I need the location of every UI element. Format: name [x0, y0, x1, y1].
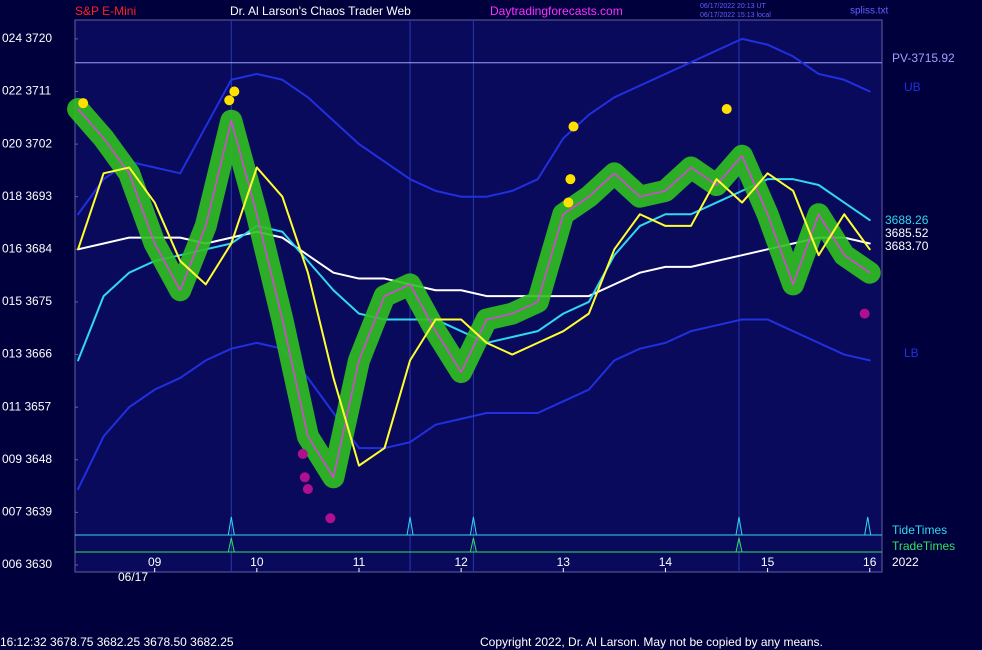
high-dot [565, 174, 576, 185]
last-value-label: 3685.52 [885, 226, 929, 240]
y-tick-label: 022 3711 [2, 84, 51, 98]
series-line [77, 37, 871, 216]
ut-time: 06/17/2022 20:13 UT [700, 3, 766, 10]
series-line [77, 318, 871, 491]
high-dot [563, 197, 574, 208]
tide-spike [864, 516, 872, 536]
ub-label: UB [904, 80, 921, 94]
x-tick-label: 14 [659, 555, 673, 569]
symbol: S&P E-Mini [75, 4, 136, 18]
x-tick-label: 11 [353, 555, 366, 569]
y-tick-label: 024 3720 [2, 31, 52, 45]
quote: 16:12:32 3678.75 3682.25 3678.50 3682.25 [0, 635, 234, 649]
high-dot [78, 98, 89, 109]
x-tick-label: 15 [761, 555, 775, 569]
high-dot [224, 95, 235, 106]
x-tick-label: 12 [454, 555, 468, 569]
y-tick-label: 018 3693 [2, 189, 52, 203]
local-time: 06/17/2022 15:13 local [700, 12, 771, 19]
y-tick-label: 020 3702 [2, 136, 52, 150]
low-dot [859, 308, 870, 319]
y-tick-label: 013 3666 [2, 347, 52, 361]
copyright: Copyright 2022, Dr. Al Larson. May not b… [480, 635, 823, 649]
pv-label: PV-3715.92 [892, 51, 955, 65]
tide-spike [406, 516, 414, 536]
tide-spike [735, 516, 743, 536]
x-tick-label: 10 [250, 555, 264, 569]
trade-label: TradeTimes [892, 539, 955, 553]
series-line [77, 108, 871, 479]
last-value-label: 3688.26 [885, 213, 929, 227]
low-dot [299, 472, 310, 483]
y-tick-label: 016 3684 [2, 241, 52, 255]
low-dot [325, 513, 336, 524]
lb-label: LB [904, 346, 919, 360]
high-dot [568, 121, 579, 132]
date-label: 06/17 [118, 570, 148, 584]
year-label: 2022 [892, 555, 919, 569]
file-name: spliss.txt [850, 6, 889, 17]
site: Daytradingforecasts.com [490, 4, 623, 18]
tide-label: TideTimes [892, 523, 947, 537]
y-tick-label: 011 3657 [2, 399, 51, 413]
series-line [77, 166, 871, 467]
low-dot [297, 448, 308, 459]
high-dot [721, 104, 732, 115]
tide-spike [469, 516, 477, 536]
plot-area [74, 19, 883, 573]
high-dot [229, 86, 240, 97]
tide-spike [227, 516, 235, 536]
title: Dr. Al Larson's Chaos Trader Web [230, 4, 411, 18]
x-tick-label: 09 [148, 555, 162, 569]
trade-spike [735, 537, 743, 553]
y-tick-label: 006 3630 [2, 557, 52, 571]
x-tick-label: 13 [557, 555, 571, 569]
x-tick-label: 16 [863, 555, 877, 569]
y-tick-label: 015 3675 [2, 294, 52, 308]
last-value-label: 3683.70 [885, 239, 929, 253]
y-tick-label: 009 3648 [2, 452, 52, 466]
low-dot [302, 484, 313, 495]
trade-spike [469, 537, 477, 553]
trade-spike [227, 537, 235, 553]
y-tick-label: 007 3639 [2, 505, 52, 519]
